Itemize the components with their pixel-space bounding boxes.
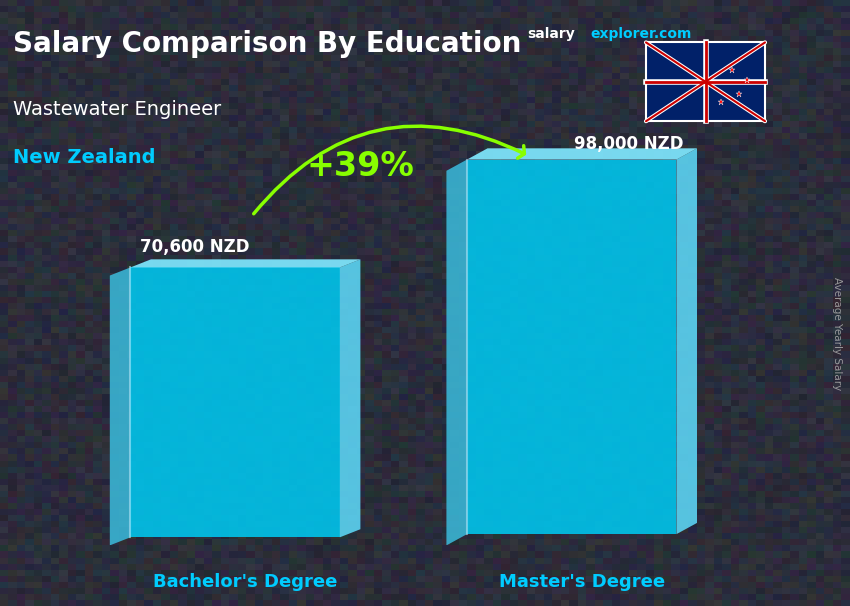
Polygon shape: [467, 148, 697, 159]
Polygon shape: [110, 267, 130, 545]
Text: Bachelor's Degree: Bachelor's Degree: [153, 573, 337, 591]
Text: Master's Degree: Master's Degree: [499, 573, 665, 591]
Text: 70,600 NZD: 70,600 NZD: [139, 238, 249, 256]
Text: Salary Comparison By Education: Salary Comparison By Education: [13, 30, 521, 58]
Text: Average Yearly Salary: Average Yearly Salary: [832, 277, 842, 390]
Text: +39%: +39%: [307, 150, 414, 183]
Text: New Zealand: New Zealand: [13, 148, 156, 167]
Polygon shape: [677, 148, 697, 534]
Polygon shape: [467, 159, 677, 534]
Text: 98,000 NZD: 98,000 NZD: [574, 135, 683, 153]
FancyBboxPatch shape: [646, 42, 765, 121]
Polygon shape: [340, 259, 360, 538]
Text: explorer.com: explorer.com: [591, 27, 692, 41]
Polygon shape: [130, 267, 340, 538]
Text: salary: salary: [527, 27, 575, 41]
Polygon shape: [446, 159, 467, 545]
Polygon shape: [130, 259, 360, 267]
Text: Wastewater Engineer: Wastewater Engineer: [13, 100, 221, 119]
